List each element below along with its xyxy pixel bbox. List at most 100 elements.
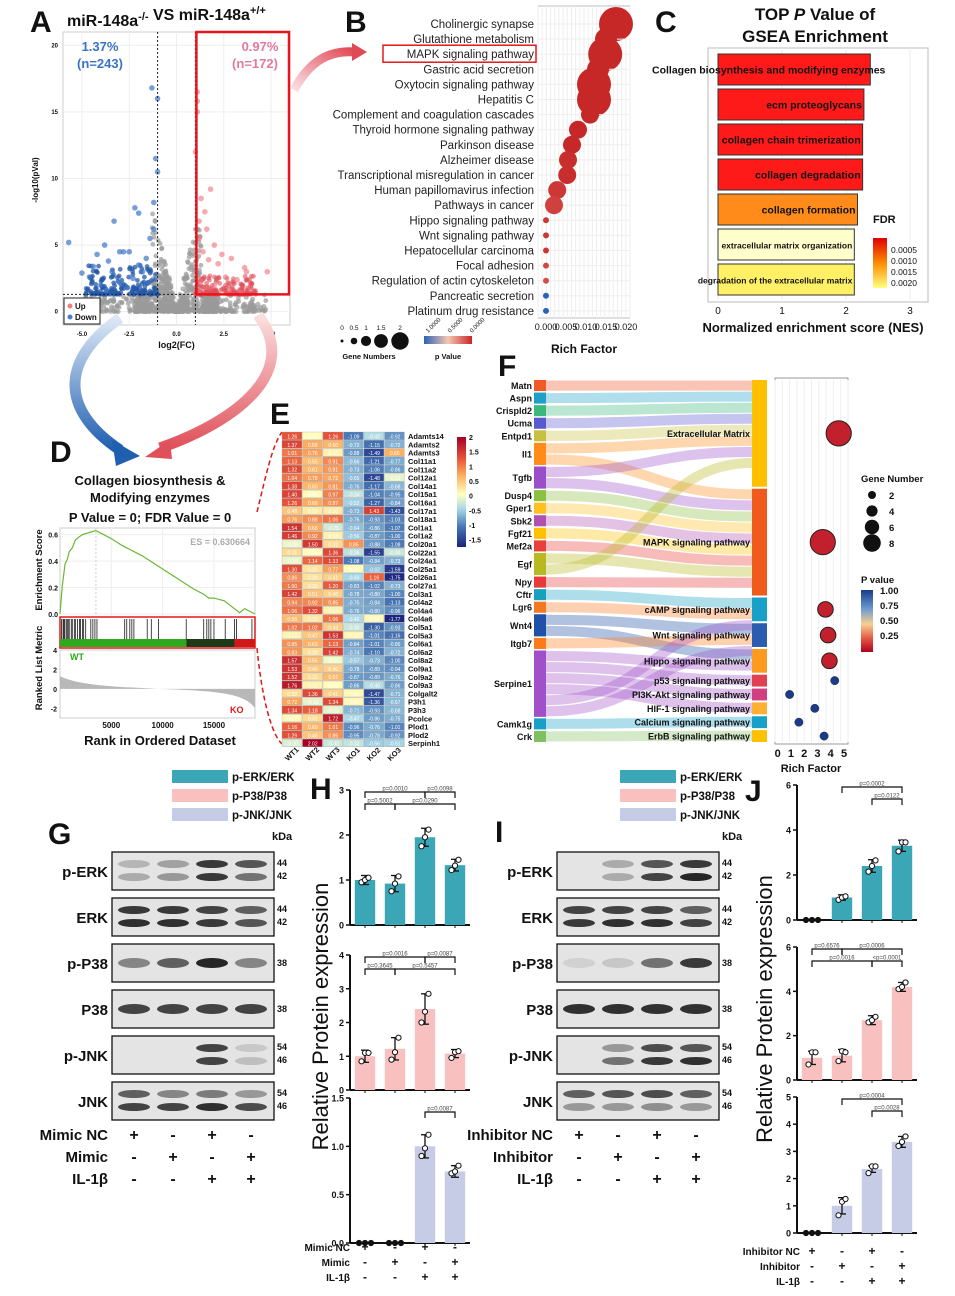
- cell-value: 0.66: [390, 451, 400, 457]
- cell-value: -0.46: [348, 617, 360, 623]
- cell-value: 1.06: [328, 617, 338, 623]
- point-ns: [229, 309, 235, 315]
- rank-color-dark: [186, 639, 235, 647]
- cell-value: -1.55: [369, 551, 381, 557]
- heatmap-cell: [302, 448, 323, 457]
- color-legend-tick: 0.50: [880, 616, 899, 627]
- heatmap-cell: [302, 481, 323, 490]
- sankey-link: [545, 391, 753, 404]
- cell-value: -1.48: [369, 476, 381, 482]
- protein-band: [196, 1090, 228, 1098]
- cell-value: -0.86: [369, 526, 381, 532]
- cell-value: -0.88: [369, 542, 381, 548]
- point-ns: [121, 294, 126, 300]
- legend-tick: 0.0015: [891, 267, 917, 277]
- point-ns: [150, 241, 156, 247]
- point-up: [248, 274, 254, 279]
- pathway-label: Focal adhesion: [456, 261, 534, 273]
- data-point: [902, 839, 909, 846]
- protein-band: [196, 1044, 228, 1052]
- protein-band: [641, 1004, 673, 1014]
- cell-value: 0.94: [287, 601, 297, 607]
- p-value-label: p=0.0010: [382, 787, 408, 793]
- protein-band: [157, 958, 189, 968]
- condition-sign: +: [574, 1127, 583, 1144]
- point-ns: [161, 277, 167, 283]
- point-ns: [134, 306, 140, 312]
- y-tick-label: 0.5: [331, 1190, 344, 1200]
- point-ns: [169, 300, 175, 306]
- point-down: [152, 285, 158, 291]
- size-legend-label: 0: [340, 325, 344, 332]
- y-tick-label: 4: [786, 1120, 791, 1130]
- gene-label: Aspn: [510, 394, 533, 404]
- gene-node: [534, 466, 546, 489]
- point-up: [244, 277, 250, 282]
- y-tick-label: 2: [786, 1174, 791, 1184]
- gene-label: Egf: [518, 560, 534, 570]
- point-down: [94, 251, 100, 258]
- cell-value: -1.30: [369, 625, 381, 631]
- data-point: [388, 888, 395, 895]
- cell-value: -0.75: [389, 717, 401, 723]
- bubble: [794, 717, 804, 727]
- bar: [891, 1141, 913, 1233]
- cell-value: -1.75: [389, 576, 401, 582]
- point-ns: [119, 300, 125, 306]
- point-ns: [152, 261, 158, 267]
- heatmap-cell: [322, 431, 344, 440]
- protein-band: [602, 1004, 634, 1014]
- protein-band: [118, 860, 150, 868]
- condition-sign: +: [868, 1274, 875, 1288]
- wt-label: WT: [70, 652, 84, 662]
- point-ns: [183, 288, 188, 294]
- point-ns: [151, 234, 157, 240]
- gene-node: [534, 417, 546, 429]
- gsea-title-3: P Value = 0; FDR Value = 0: [69, 510, 231, 525]
- cell-value: -0.86: [348, 684, 360, 690]
- cell-value: 1.04: [287, 476, 297, 482]
- point-ns: [206, 309, 212, 314]
- heatmap-cell: [322, 456, 344, 465]
- cell-value: -0.65: [348, 476, 360, 482]
- x-tick-label: 0.010: [575, 322, 598, 332]
- cell-value: -0.92: [389, 435, 401, 441]
- es-tick: 0.4: [48, 559, 58, 566]
- protein-band: [641, 873, 673, 881]
- rank-color-green: [60, 639, 187, 647]
- significance-bracket: [364, 968, 396, 975]
- kda-marker: 44: [277, 858, 287, 868]
- cell-value: -0.30: [348, 625, 360, 631]
- connector-arrows: [69, 43, 367, 745]
- condition-sign: +: [898, 1259, 905, 1273]
- size-legend-label: 2: [398, 325, 402, 332]
- point-ns: [211, 305, 217, 311]
- point-ns: [197, 242, 203, 248]
- heatmap-cell: [281, 440, 303, 449]
- cell-value: -1.13: [389, 601, 401, 607]
- metric-tick: 2: [53, 667, 57, 674]
- cell-value: 0.85: [349, 542, 359, 548]
- up-highlight-box: [195, 30, 291, 296]
- kda-marker: 44: [722, 858, 732, 868]
- point-ns: [152, 219, 158, 225]
- bar: [717, 158, 864, 191]
- bar: [414, 837, 436, 925]
- kda-marker: 42: [722, 917, 732, 927]
- x-tick-label: 5: [841, 748, 847, 760]
- point-up: [198, 278, 204, 284]
- significance-bracket: [424, 956, 456, 963]
- cell-value: -0.40: [369, 684, 381, 690]
- significance-bracket: [394, 803, 456, 810]
- pathway-label: Human papillomavirus infection: [374, 185, 534, 197]
- point-down: [116, 279, 123, 286]
- cell-value: -1.00: [389, 534, 401, 540]
- cell-value: 0.83: [287, 650, 297, 656]
- legend-label: p-ERK/ERK: [680, 772, 743, 784]
- point-down: [152, 277, 158, 282]
- heatmap-cell: [302, 440, 323, 449]
- point-down: [151, 199, 157, 206]
- collagen-heatmap: 1.26 0.05 1.26 -1.09 -0.42 -0.92 Adamts14 1.37 0…: [281, 431, 481, 763]
- legend-marker: [67, 314, 73, 320]
- cell-value: 0.77: [328, 567, 338, 573]
